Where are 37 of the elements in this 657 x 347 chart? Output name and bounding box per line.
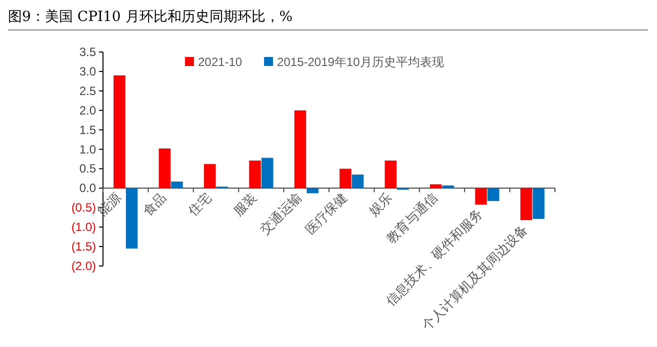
bar bbox=[294, 110, 306, 188]
bar bbox=[114, 75, 126, 188]
y-tick-label: (0.5) bbox=[71, 200, 96, 215]
bar bbox=[158, 148, 171, 188]
x-tick-label: 娱乐 bbox=[366, 190, 396, 220]
y-tick-label: (1.0) bbox=[71, 220, 96, 234]
bar bbox=[126, 188, 138, 248]
y-tick-label: 0.0 bbox=[79, 181, 96, 196]
x-tick-label: 能源 bbox=[95, 190, 124, 220]
bar bbox=[204, 164, 216, 188]
legend-label: 2021-10 bbox=[198, 55, 242, 69]
y-tick-label: 1.5 bbox=[79, 122, 96, 137]
title: 图9：美国 CPI10 月环比和历史同期环比，% bbox=[8, 9, 293, 25]
y-tick-label: 2.5 bbox=[79, 84, 96, 98]
bar bbox=[384, 160, 397, 188]
bar bbox=[532, 188, 544, 219]
bar bbox=[442, 185, 454, 188]
bar bbox=[352, 174, 364, 188]
bar bbox=[520, 188, 532, 220]
bar bbox=[340, 168, 352, 188]
y-tick-label: 1.0 bbox=[79, 142, 96, 156]
x-tick-label: 住宅 bbox=[184, 190, 215, 220]
legend-label: 2015-2019年10月历史平均表现 bbox=[277, 55, 444, 69]
bar bbox=[475, 188, 487, 205]
y-tick-label: 0.5 bbox=[79, 162, 96, 176]
bar bbox=[249, 160, 261, 188]
x-tick-label: 食品 bbox=[140, 190, 170, 220]
bar bbox=[261, 158, 274, 188]
y-tick-label: 3.5 bbox=[79, 45, 96, 59]
y-tick-label: 2.0 bbox=[79, 103, 96, 118]
y-tick-label: 3.0 bbox=[79, 64, 96, 78]
x-tick-label: 医疗保健 bbox=[303, 190, 350, 238]
y-tick-label: (2.0) bbox=[71, 259, 96, 273]
bar bbox=[487, 188, 500, 202]
bar bbox=[171, 182, 183, 188]
y-tick-label: (1.5) bbox=[71, 240, 96, 254]
bar bbox=[306, 188, 318, 194]
